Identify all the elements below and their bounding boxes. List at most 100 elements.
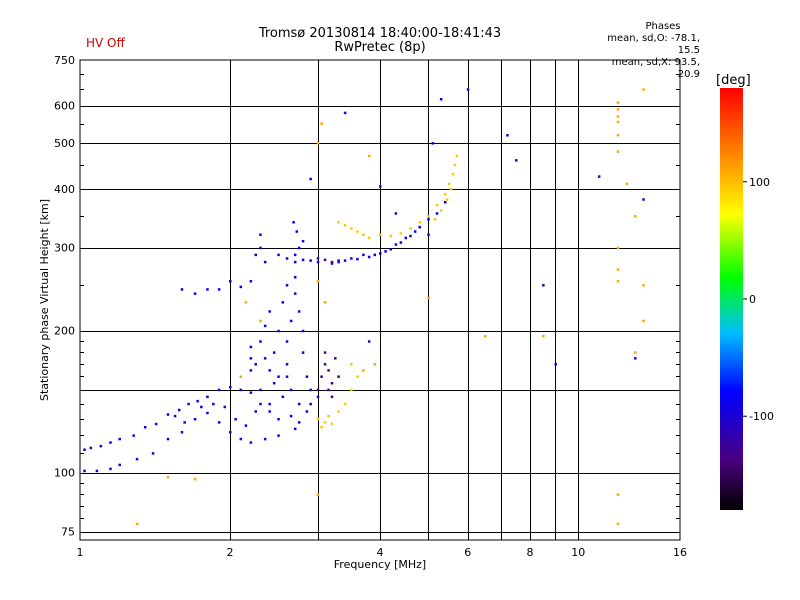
data-point [217, 288, 221, 291]
data-point [330, 395, 334, 399]
data-point [542, 334, 545, 338]
data-point [316, 142, 320, 145]
data-point [234, 417, 237, 421]
data-point [642, 284, 645, 287]
data-point [379, 233, 382, 236]
data-point [259, 402, 262, 406]
data-point [542, 284, 545, 287]
phases-x-stats: mean, sd,X: 93.5, 20.9 [611, 57, 700, 80]
hv-status: HV Off [86, 36, 125, 50]
data-point [289, 319, 293, 323]
x-tick-label: 16 [673, 546, 687, 559]
data-point [293, 427, 297, 431]
y-tick-label: 750 [54, 54, 75, 67]
data-point [285, 375, 289, 378]
data-point [634, 215, 637, 218]
data-point [180, 430, 184, 434]
data-point [217, 388, 221, 392]
x-tick-label: 4 [377, 546, 384, 559]
data-point [394, 243, 398, 246]
data-point [616, 522, 620, 526]
data-point [373, 363, 377, 366]
data-point [439, 209, 443, 212]
data-point [212, 402, 215, 406]
data-point [330, 422, 334, 426]
data-point [323, 301, 327, 304]
data-point [327, 388, 330, 392]
data-point [305, 375, 309, 378]
data-point [196, 399, 199, 403]
data-point [316, 395, 320, 399]
data-point [404, 236, 407, 240]
data-point [327, 414, 330, 418]
data-point [343, 111, 347, 115]
data-point [285, 340, 289, 343]
data-point [95, 469, 99, 473]
data-point [118, 463, 121, 467]
data-point [305, 410, 309, 413]
colorbar-tick-label: -100 [749, 410, 774, 423]
data-point [449, 187, 453, 191]
data-point [445, 198, 449, 201]
y-tick-label: 75 [61, 526, 75, 539]
data-point [249, 279, 253, 283]
data-point [337, 259, 340, 262]
data-point [399, 232, 403, 235]
data-point [277, 434, 280, 437]
data-point [263, 324, 267, 328]
data-point [418, 225, 421, 229]
data-point [166, 437, 170, 441]
data-point [356, 257, 359, 261]
data-point [259, 319, 262, 323]
data-point [367, 255, 371, 259]
data-point [642, 198, 645, 201]
data-point [642, 319, 645, 323]
data-point [367, 154, 371, 158]
data-point [337, 375, 340, 378]
phases-title: Phases [645, 21, 681, 32]
data-point [268, 310, 271, 313]
data-point [277, 253, 280, 257]
x-axis-label: Frequency [MHz] [334, 558, 426, 571]
data-point [642, 88, 645, 91]
data-point [272, 381, 276, 385]
data-point [263, 357, 267, 360]
data-point [362, 369, 365, 372]
data-point [301, 239, 305, 243]
data-point [616, 108, 620, 111]
x-tick-label: 6 [464, 546, 471, 559]
data-point [409, 234, 412, 238]
data-point [356, 230, 359, 233]
data-point [166, 475, 170, 479]
data-point [254, 253, 257, 257]
data-point [616, 268, 620, 271]
data-point [373, 253, 377, 257]
y-tick-label: 300 [54, 242, 75, 255]
data-point [277, 417, 280, 421]
data-point [259, 388, 262, 392]
data-point [515, 159, 518, 162]
x-tick-label: 2 [227, 546, 234, 559]
data-point [616, 134, 620, 137]
data-point [394, 212, 398, 215]
data-point [327, 369, 330, 372]
data-point [367, 340, 371, 343]
data-point [206, 395, 209, 399]
data-point [289, 388, 293, 392]
data-point [337, 410, 340, 413]
data-point [244, 424, 248, 427]
x-tick-label: 1 [77, 546, 84, 559]
data-point [356, 375, 359, 378]
data-point [616, 115, 620, 118]
data-point [239, 375, 243, 378]
data-point [277, 329, 280, 333]
data-point [259, 340, 262, 343]
data-point [350, 363, 353, 366]
data-point [239, 437, 243, 441]
data-point [166, 413, 170, 416]
data-point [193, 417, 197, 421]
data-point [281, 301, 285, 304]
data-point [323, 421, 327, 424]
data-point [118, 437, 121, 441]
data-point [83, 469, 86, 473]
